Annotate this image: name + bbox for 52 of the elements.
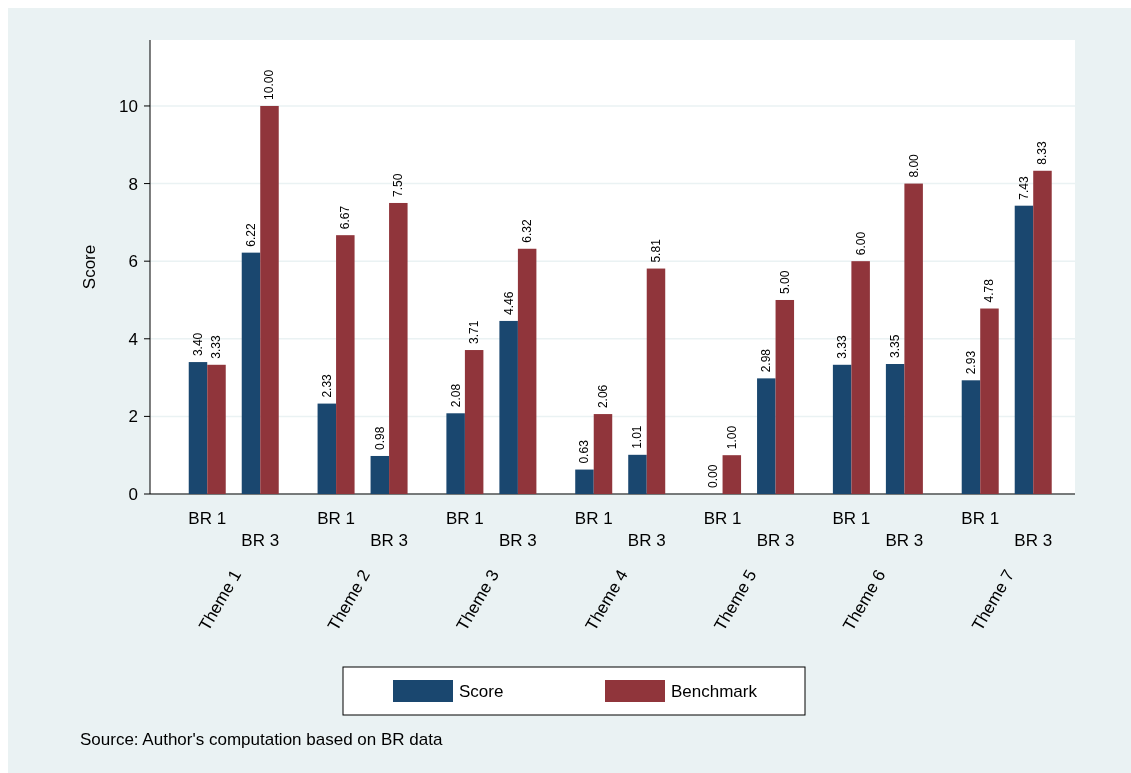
- x-tick-label: BR 1: [574, 509, 613, 528]
- data-label: 3.71: [467, 320, 482, 345]
- data-label: 3.33: [209, 335, 224, 359]
- x-tick-label: BR 3: [370, 531, 408, 550]
- x-tick-label: BR 3: [499, 531, 537, 550]
- data-label: 1.01: [630, 425, 645, 449]
- x-tick-label: BR 1: [317, 509, 355, 528]
- x-tick-label: BR 3: [885, 531, 924, 550]
- x-tick-label: BR 1: [703, 509, 742, 528]
- data-label: 2.93: [963, 350, 978, 375]
- data-label: 0.98: [372, 426, 387, 450]
- x-tick-label: BR 3: [756, 531, 795, 550]
- data-label: 7.50: [391, 173, 406, 197]
- data-label: 4.46: [501, 291, 516, 315]
- data-label: 0.63: [577, 439, 592, 464]
- data-label: 6.32: [520, 219, 535, 243]
- data-label: 5.81: [648, 238, 663, 263]
- source-note: Source: Author's computation based on BR data: [80, 730, 443, 749]
- data-label: 5.00: [777, 270, 792, 294]
- data-label: 6.22: [243, 222, 258, 247]
- x-tick-label: BR 1: [446, 509, 484, 528]
- y-tick-label: 4: [128, 329, 138, 349]
- x-tick-label: BR 1: [832, 509, 871, 528]
- data-label: 6.00: [853, 231, 868, 256]
- x-tick-label: BR 1: [961, 509, 1000, 528]
- data-label: 1.00: [724, 425, 739, 450]
- legend-label: Benchmark: [671, 681, 758, 701]
- x-tick-label: BR 3: [241, 531, 280, 550]
- data-label: 2.33: [319, 373, 334, 398]
- data-label: 3.40: [190, 332, 205, 357]
- data-label: 7.43: [1016, 176, 1031, 200]
- data-label: 2.08: [448, 383, 463, 408]
- x-tick-label: BR 1: [188, 509, 227, 528]
- data-label: 8.00: [906, 153, 921, 178]
- y-tick-label: 10: [119, 96, 138, 116]
- data-label: 2.06: [595, 384, 610, 409]
- x-tick-label: BR 3: [627, 531, 666, 550]
- data-label: 6.67: [338, 205, 353, 230]
- y-tick-label: 0: [128, 484, 138, 504]
- data-label: 10.00: [262, 69, 277, 100]
- data-label: 8.33: [1035, 141, 1050, 165]
- y-tick-label: 6: [128, 252, 138, 272]
- y-axis-title: Score: [80, 244, 99, 290]
- data-label: 2.98: [759, 348, 774, 373]
- data-label: 4.78: [982, 278, 997, 303]
- y-tick-label: 2: [128, 407, 138, 427]
- y-tick-label: 8: [128, 174, 138, 194]
- data-label: 3.33: [835, 335, 850, 359]
- data-label: 3.35: [888, 334, 903, 359]
- data-label: 0.00: [706, 464, 721, 488]
- x-tick-label: BR 3: [1014, 531, 1053, 550]
- legend-label: Score: [459, 681, 504, 701]
